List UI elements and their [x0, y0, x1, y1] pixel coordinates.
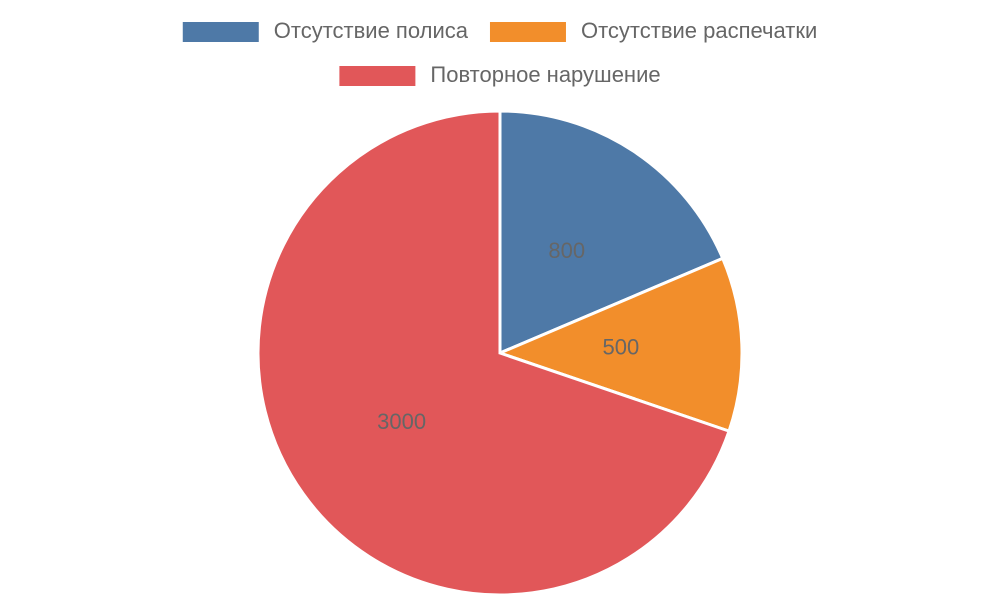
legend-swatch [489, 22, 566, 42]
pie-slice [256, 109, 731, 597]
pie-slice [498, 109, 725, 356]
pie-slice [495, 256, 744, 434]
legend-label: Повторное нарушение [430, 62, 660, 87]
legend-item: Отсутствие распечатки [489, 18, 817, 43]
legend-label: Отсутствие полиса [274, 18, 469, 43]
legend-swatch [339, 66, 416, 86]
slice-label: 500 [603, 334, 640, 359]
legend-item: Повторное нарушение [339, 62, 661, 87]
slice-label: 3000 [377, 409, 426, 434]
legend-item: Отсутствие полиса [182, 18, 469, 43]
legend-label: Отсутствие распечатки [581, 18, 817, 43]
slice-label: 800 [548, 238, 585, 263]
legend-swatch [182, 22, 259, 42]
